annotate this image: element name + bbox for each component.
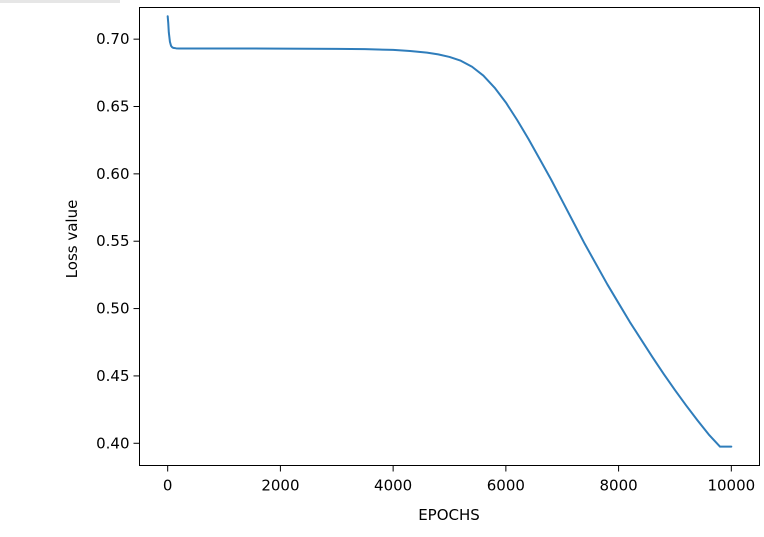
x-tick-label: 2000 [261, 477, 299, 495]
x-tick-label: 6000 [487, 477, 525, 495]
y-tick-label: 0.45 [96, 367, 129, 385]
y-axis-label: Loss value [63, 200, 81, 279]
y-tick-label: 0.55 [96, 232, 129, 250]
series-layer [166, 15, 733, 448]
x-tick-label: 4000 [374, 477, 412, 495]
y-tick-label: 0.65 [96, 98, 129, 116]
x-tick-label: 10000 [707, 477, 755, 495]
x-tick-label: 0 [163, 477, 173, 495]
top-edge-strip [0, 0, 120, 3]
y-tick-label: 0.60 [96, 165, 129, 183]
x-tick-label: 8000 [599, 477, 637, 495]
y-axis-ticks: 0.40 0.45 0.50 0.55 0.60 0.65 0.70 [96, 30, 140, 452]
y-tick-label: 0.50 [96, 300, 129, 318]
x-axis-label: EPOCHS [418, 506, 480, 524]
y-tick-label: 0.70 [96, 30, 129, 48]
y-tick-label: 0.40 [96, 434, 129, 452]
x-axis-ticks: 0 2000 4000 6000 8000 10000 [163, 465, 755, 495]
plot-area-frame [139, 7, 760, 466]
loss-series-line [166, 15, 733, 448]
